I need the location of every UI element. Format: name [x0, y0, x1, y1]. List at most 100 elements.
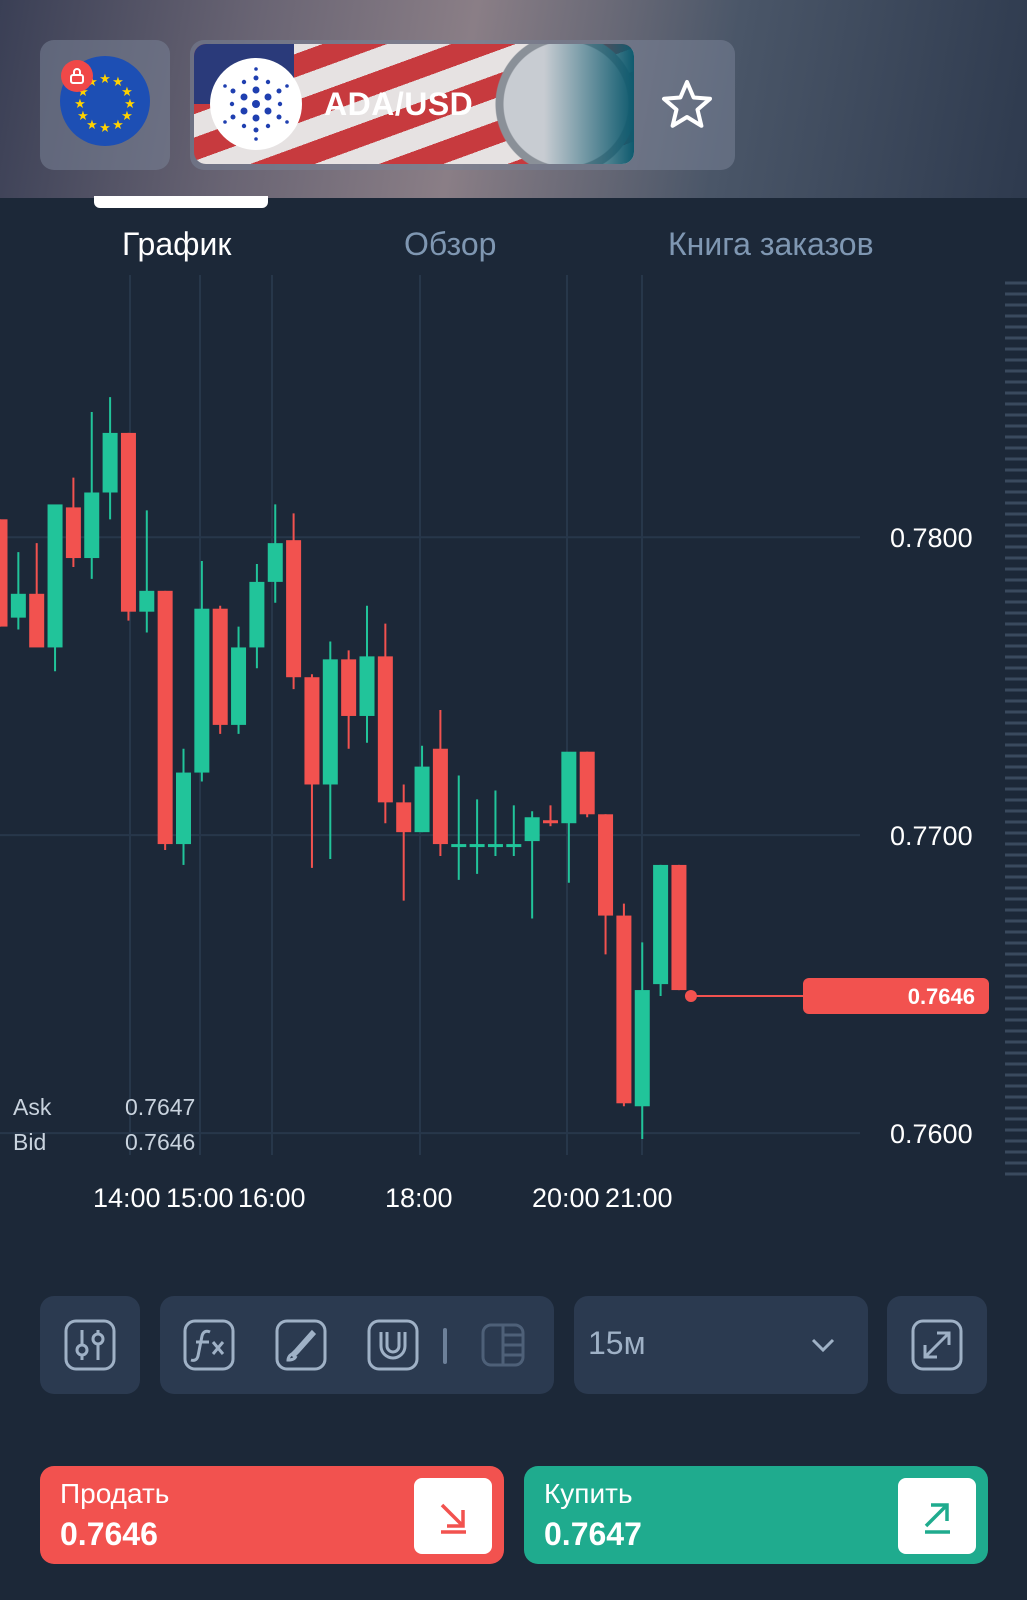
candle: [84, 412, 100, 579]
candle: [579, 751, 595, 818]
candle-body: [231, 647, 247, 725]
tab-overview[interactable]: Обзор: [404, 226, 497, 262]
candle-body: [359, 656, 375, 716]
favorite-button[interactable]: [652, 70, 722, 140]
header: ★ ★ ★ ★ ★ ★ ★ ★ ★ ★ ★ ★: [0, 0, 1027, 198]
candle-body: [598, 814, 614, 916]
candle-body: [47, 504, 63, 648]
candle-body: [10, 593, 26, 618]
candle: [671, 864, 687, 991]
sell-price: 0.7646: [60, 1516, 158, 1552]
candle: [653, 864, 669, 997]
sliders-icon: [61, 1316, 119, 1374]
candle-body: [561, 751, 577, 824]
candle: [157, 590, 173, 851]
split-layout-button[interactable]: [474, 1316, 532, 1374]
candle: [487, 790, 503, 856]
candle: [561, 751, 577, 883]
candle: [102, 397, 118, 520]
candle: [524, 811, 540, 919]
split-layout-icon: [481, 1323, 525, 1367]
price-scale[interactable]: [1005, 281, 1027, 1176]
region-button[interactable]: ★ ★ ★ ★ ★ ★ ★ ★ ★ ★ ★ ★: [40, 40, 170, 170]
tab-chart[interactable]: График: [122, 226, 232, 262]
arrow-down-right-icon: [414, 1478, 492, 1554]
timeframe-select[interactable]: 15м: [574, 1296, 868, 1394]
last-price-label: 0.7646: [908, 984, 975, 1009]
candle-body: [506, 844, 522, 848]
fx-icon: [183, 1319, 235, 1371]
timeframe-value: 15м: [588, 1325, 646, 1361]
fx-button[interactable]: [180, 1316, 238, 1374]
candle-body: [322, 659, 338, 785]
candle-body: [176, 772, 191, 845]
candle-body: [543, 820, 558, 824]
candle: [176, 748, 191, 865]
candle-body: [267, 543, 283, 582]
sell-button[interactable]: Продать 0.7646: [40, 1466, 504, 1564]
candle-body: [194, 608, 210, 773]
time-tick-label: 20:00: [532, 1183, 600, 1213]
candle: [29, 543, 45, 648]
svg-text:★: ★: [74, 97, 86, 112]
price-chart[interactable]: 0.7646 0.7800 0.7700 0.7600 Ask 0.7647 B…: [0, 275, 1027, 1235]
candle: [120, 432, 136, 621]
candle-body: [286, 540, 302, 678]
buy-label: Купить: [544, 1478, 633, 1509]
chevron-down-icon: [794, 1316, 852, 1374]
toolbar-divider: [443, 1328, 447, 1364]
svg-text:★: ★: [77, 85, 89, 100]
candle-body: [212, 608, 228, 725]
candle-body: [377, 656, 393, 803]
candle-body: [249, 581, 265, 648]
candle: [341, 650, 357, 749]
candle-body: [139, 590, 155, 612]
candle: [616, 903, 632, 1107]
candle-body: [451, 844, 467, 848]
candle-body: [396, 802, 412, 833]
candle: [634, 942, 650, 1140]
candle: [322, 641, 338, 859]
candle: [543, 805, 558, 827]
svg-text:★: ★: [112, 75, 124, 90]
candle: [249, 564, 265, 669]
svg-text:★: ★: [121, 109, 133, 124]
bid-value: 0.7646: [125, 1129, 195, 1155]
bid-label: Bid: [13, 1129, 46, 1155]
candle: [414, 745, 430, 833]
candle: [396, 784, 412, 901]
candle: [304, 674, 320, 868]
candle-body: [304, 677, 320, 785]
price-tick-label: 0.7800: [890, 523, 973, 553]
svg-text:★: ★: [86, 118, 98, 133]
candle: [10, 552, 26, 630]
candle-body: [634, 990, 650, 1107]
pair-banner: ADA/USD: [194, 44, 634, 164]
magnet-button[interactable]: [364, 1316, 422, 1374]
eu-flag-icon: ★ ★ ★ ★ ★ ★ ★ ★ ★ ★ ★ ★: [60, 56, 150, 146]
brush-icon: [275, 1319, 327, 1371]
candle: [194, 561, 210, 782]
cardano-logo-icon: [210, 58, 302, 150]
candle-body: [29, 593, 45, 648]
buy-button[interactable]: Купить 0.7647: [524, 1466, 988, 1564]
price-tick-label: 0.7700: [890, 821, 973, 851]
candle-body: [414, 766, 430, 833]
lock-icon: [61, 60, 93, 92]
last-price-dot: [684, 990, 697, 1003]
magnet-icon: [367, 1319, 419, 1371]
tab-order-book[interactable]: Книга заказов: [668, 226, 874, 262]
fullscreen-button[interactable]: [887, 1296, 987, 1394]
brush-button[interactable]: [272, 1316, 330, 1374]
pair-selector[interactable]: ADA/USD: [190, 40, 735, 170]
candle: [231, 626, 247, 734]
buy-price: 0.7647: [544, 1516, 642, 1552]
candle: [359, 605, 375, 743]
sell-label: Продать: [60, 1478, 170, 1509]
chart-grid: [0, 275, 860, 1155]
indicators-settings-button[interactable]: [40, 1296, 140, 1394]
candle: [267, 504, 283, 603]
svg-text:★: ★: [99, 121, 111, 136]
candle-body: [469, 844, 485, 848]
svg-text:★: ★: [86, 75, 98, 90]
